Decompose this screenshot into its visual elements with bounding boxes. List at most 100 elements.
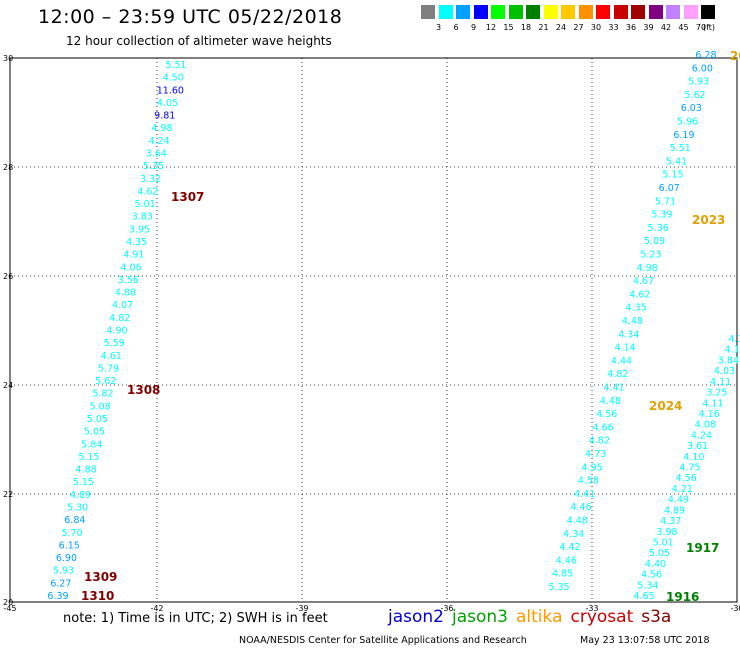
wave-height-value: 4.42: [559, 542, 580, 553]
wave-height-value: 4.08: [695, 420, 716, 431]
wave-height-value: 5.36: [648, 223, 669, 234]
latitude-tick-label: 24: [3, 381, 13, 390]
wave-height-value: 4.48: [600, 396, 621, 407]
color-scale-label: 6: [453, 23, 459, 32]
wave-height-value: 3.56: [118, 275, 139, 286]
wave-height-value: 4.66: [593, 422, 614, 433]
color-scale-unit: (ft): [703, 23, 716, 32]
wave-height-value: 4.46: [570, 502, 591, 513]
wave-height-value: 4.56: [596, 409, 617, 420]
credit-text: NOAA/NESDIS Center for Satellite Applica…: [239, 635, 527, 646]
wave-height-value: 4.88: [115, 288, 136, 299]
pass-time-label: 20: [730, 49, 740, 63]
wave-height-value: 4.82: [589, 436, 610, 447]
wave-height-value: 5.59: [104, 338, 125, 349]
wave-height-value: 5.71: [655, 196, 676, 207]
wave-height-value: 4.75: [679, 463, 700, 474]
color-swatch: [596, 5, 610, 19]
wave-height-value: 5.51: [670, 143, 691, 154]
wave-height-value: 4.50: [163, 73, 184, 84]
wave-height-value: 3.98: [656, 527, 677, 538]
note-text: note: 1) Time is in UTC; 2) SWH is in fe…: [63, 611, 328, 626]
wave-height-value: 4.85: [552, 569, 573, 580]
wave-height-value: 4.90: [106, 326, 127, 337]
wave-height-value: 4.89: [70, 490, 91, 501]
longitude-tick-label: -33: [585, 604, 598, 613]
color-swatch: [456, 5, 470, 19]
longitude-tick-label: -45: [3, 604, 16, 613]
wave-height-value: 5.82: [92, 389, 113, 400]
longitude-tick-label: -36: [440, 604, 453, 613]
wave-height-value: 4.98: [637, 263, 658, 274]
wave-height-value: 4.34: [563, 529, 584, 540]
pass-time-label: 1308: [127, 383, 160, 397]
wave-height-value: 4.24: [691, 430, 712, 441]
color-scale-label: 24: [555, 23, 567, 32]
wave-height-value: 4.65: [633, 591, 654, 602]
wave-height-value: 4.03: [714, 366, 735, 377]
color-scale-label: 33: [608, 23, 619, 32]
page-title: 12:00 – 23:59 UTC 05/22/2018: [38, 6, 343, 28]
wave-height-value: 3.95: [129, 224, 150, 235]
wave-height-value: 4.07: [112, 300, 133, 311]
wave-height-value: 4.73: [585, 449, 606, 460]
color-swatch: [491, 5, 505, 19]
color-scale-label: 3: [435, 23, 442, 32]
latitude-tick-label: 20: [3, 598, 13, 607]
latitude-tick-label: 28: [3, 163, 13, 172]
pass-time-label: 1916: [666, 590, 699, 604]
wave-height-value: 4.41: [574, 489, 595, 500]
pass-time-label: 2024: [649, 399, 682, 413]
color-scale-label: 42: [660, 23, 672, 32]
pass-time-label: 2023: [692, 213, 725, 227]
wave-height-value: 5.15: [78, 452, 99, 463]
color-scale-label: 21: [538, 23, 549, 32]
color-swatch: [473, 5, 488, 19]
latitude-tick-label: 22: [3, 490, 13, 499]
wave-height-value: 4.11: [702, 398, 723, 409]
wave-height-value: 5.35: [143, 161, 164, 172]
color-scale-label: 12: [485, 23, 497, 32]
wave-height-value: 6.28: [695, 50, 716, 61]
wave-height-value: 4.24: [149, 136, 170, 147]
wave-height-value: 4.48: [622, 316, 643, 327]
wave-height-value: 5.09: [644, 236, 665, 247]
wave-height-value: 4.82: [607, 369, 628, 380]
wave-height-value: 4.05: [157, 98, 178, 109]
color-scale-label: 39: [643, 23, 654, 32]
wave-height-value: 4.37: [660, 516, 681, 527]
wave-height-value: 5.79: [98, 363, 119, 374]
page-subtitle: 12 hour collection of altimeter wave hei…: [66, 34, 332, 48]
color-swatch: [666, 5, 680, 19]
pass-time-label: 1309: [84, 570, 117, 584]
wave-height-value: 6.15: [59, 540, 80, 551]
color-swatch: [421, 5, 435, 19]
wave-height-value: 3.25: [706, 388, 727, 399]
longitude-tick-label: -42: [150, 604, 163, 613]
legend-item-s3a: s3a: [641, 607, 672, 627]
wave-height-value: 4.46: [556, 555, 577, 566]
wave-height-value: 4.11: [710, 377, 731, 388]
color-scale-label: 70: [695, 23, 707, 32]
wave-height-value: 4.89: [664, 505, 685, 516]
wave-height-value: 4.98: [151, 123, 172, 134]
wave-height-value: 4.82: [109, 313, 130, 324]
wave-height-value: 6.03: [681, 103, 702, 114]
wave-height-value: 4.44: [611, 356, 632, 367]
pass-time-label: 1307: [171, 190, 204, 204]
color-scale-label: 45: [678, 23, 689, 32]
wave-height-value: 4.35: [126, 237, 147, 248]
wave-height-value: 4.91: [123, 250, 144, 261]
pass-time-label: 1310: [81, 589, 114, 603]
wave-height-value: 5.01: [135, 199, 156, 210]
wave-height-value: 5.08: [90, 401, 111, 412]
color-swatch: [508, 5, 523, 19]
color-swatch: [631, 5, 645, 19]
legend-item-jason2: jason2: [388, 607, 444, 627]
wave-height-value: 5.05: [87, 414, 108, 425]
wave-height-value: 4.62: [137, 186, 158, 197]
wave-height-value: 4.34: [618, 329, 639, 340]
wave-height-value: 5.84: [81, 439, 102, 450]
legend-item-jason3: jason3: [452, 607, 508, 627]
